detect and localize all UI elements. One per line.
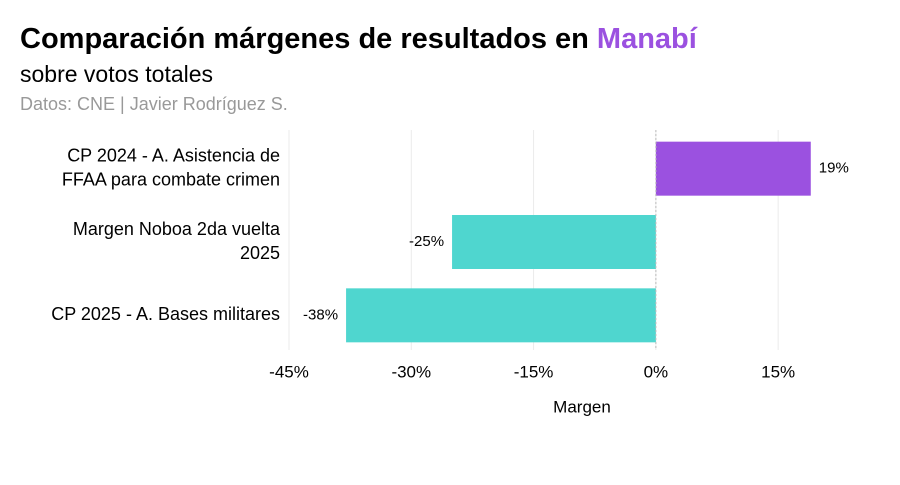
chart-subtitle: sobre votos totales bbox=[20, 61, 213, 87]
x-tick-label: -15% bbox=[514, 362, 554, 381]
bar bbox=[346, 288, 656, 343]
y-tick-label: Margen Noboa 2da vuelta bbox=[73, 219, 281, 239]
value-label: 19% bbox=[819, 160, 849, 177]
x-tick-label: -30% bbox=[391, 362, 431, 381]
value-label: -38% bbox=[303, 306, 338, 323]
title-part: Comparación márgenes de resultados en bbox=[20, 23, 589, 55]
bar bbox=[452, 215, 656, 269]
y-tick-label: CP 2024 - A. Asistencia de bbox=[67, 145, 280, 165]
title-part: Manabí bbox=[597, 23, 698, 55]
value-label: -25% bbox=[409, 233, 444, 250]
bar bbox=[655, 141, 811, 196]
x-axis-label: Margen bbox=[553, 397, 611, 416]
y-tick-label: CP 2025 - A. Bases militares bbox=[51, 304, 280, 324]
y-tick-label: 2025 bbox=[240, 243, 280, 263]
chart-caption: Datos: CNE | Javier Rodríguez S. bbox=[20, 94, 288, 114]
x-tick-label: 15% bbox=[761, 362, 795, 381]
x-tick-label: 0% bbox=[644, 362, 669, 381]
chart-title: Comparación márgenes de resultados en Man… bbox=[20, 23, 698, 55]
y-tick-label: FFAA para combate crimen bbox=[62, 169, 280, 189]
x-tick-label: -45% bbox=[269, 362, 309, 381]
